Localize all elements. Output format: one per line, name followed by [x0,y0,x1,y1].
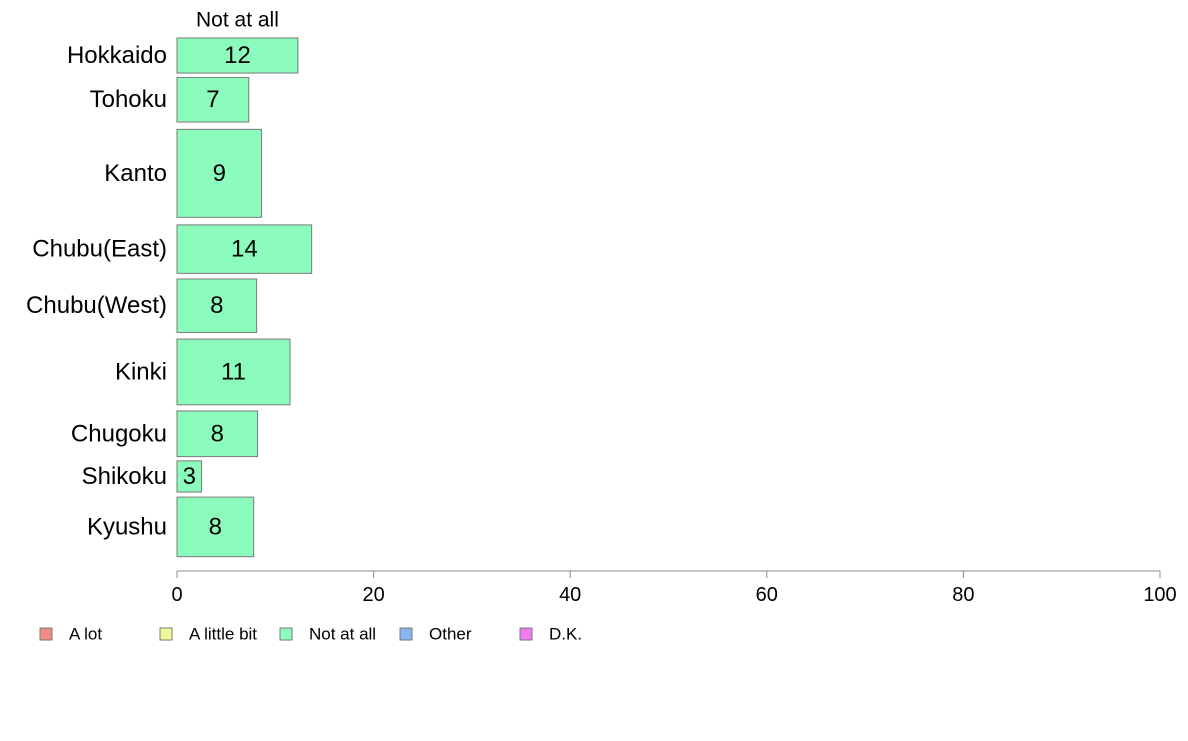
data-label: 11 [221,358,246,385]
legend: A lot A little bit Not at all Other D.K. [39,625,582,644]
bar-tohoku-not-at-all [176,76,250,123]
legend-swatch-a-lot [39,627,53,641]
bar-chubu-east--not-at-all [176,224,313,274]
bar-shikoku-not-at-all [176,460,203,493]
x-axis: 0 20 40 60 80 100 [171,570,1177,606]
legend-label: Not at all [309,625,376,644]
region-label: Chugoku [71,420,167,447]
region-label: Chubu(East) [32,236,167,263]
region-label: Kinki [115,358,167,385]
x-tick-label: 20 [362,584,384,606]
legend-label: D.K. [549,625,582,644]
series-header-label: Not at all [196,8,279,31]
region-label: Kanto [104,160,167,187]
data-label: 8 [209,513,222,540]
legend-label: Other [429,625,472,644]
data-label: 7 [206,86,219,113]
region-label: Chubu(West) [26,292,167,319]
legend-swatch-not-at-all [279,627,293,641]
legend-label: A little bit [189,625,257,644]
bar-hokkaido-not-at-all [176,37,299,74]
data-label: 3 [183,463,196,490]
x-tick-label: 0 [171,584,182,606]
region-label: Shikoku [82,463,167,490]
region-labels: Hokkaido Tohoku Kanto Chubu(East) Chubu(West… [26,42,167,540]
region-label: Kyushu [87,513,167,540]
data-label: 9 [213,160,226,187]
legend-swatch-other [399,627,413,641]
region-label: Tohoku [90,86,167,113]
x-tick-label: 100 [1143,584,1176,606]
bar-kinki-not-at-all [176,338,291,406]
data-label: 12 [224,42,251,69]
bar-kanto-not-at-all [176,128,263,218]
x-tick-label: 60 [756,584,778,606]
region-label: Hokkaido [67,42,167,69]
x-tick-label: 80 [952,584,974,606]
legend-swatch-d-k- [519,627,533,641]
legend-label: A lot [69,625,102,644]
data-label: 8 [210,292,223,319]
bar-kyushu-not-at-all [176,496,255,558]
x-tick-label: 40 [559,584,581,606]
data-label: 8 [211,420,224,447]
bar-chubu-west--not-at-all [176,278,258,333]
bars-layer [176,37,313,558]
bar-chugoku-not-at-all [176,410,259,458]
legend-swatch-a-little-bit [159,627,173,641]
data-label: 14 [231,236,258,263]
